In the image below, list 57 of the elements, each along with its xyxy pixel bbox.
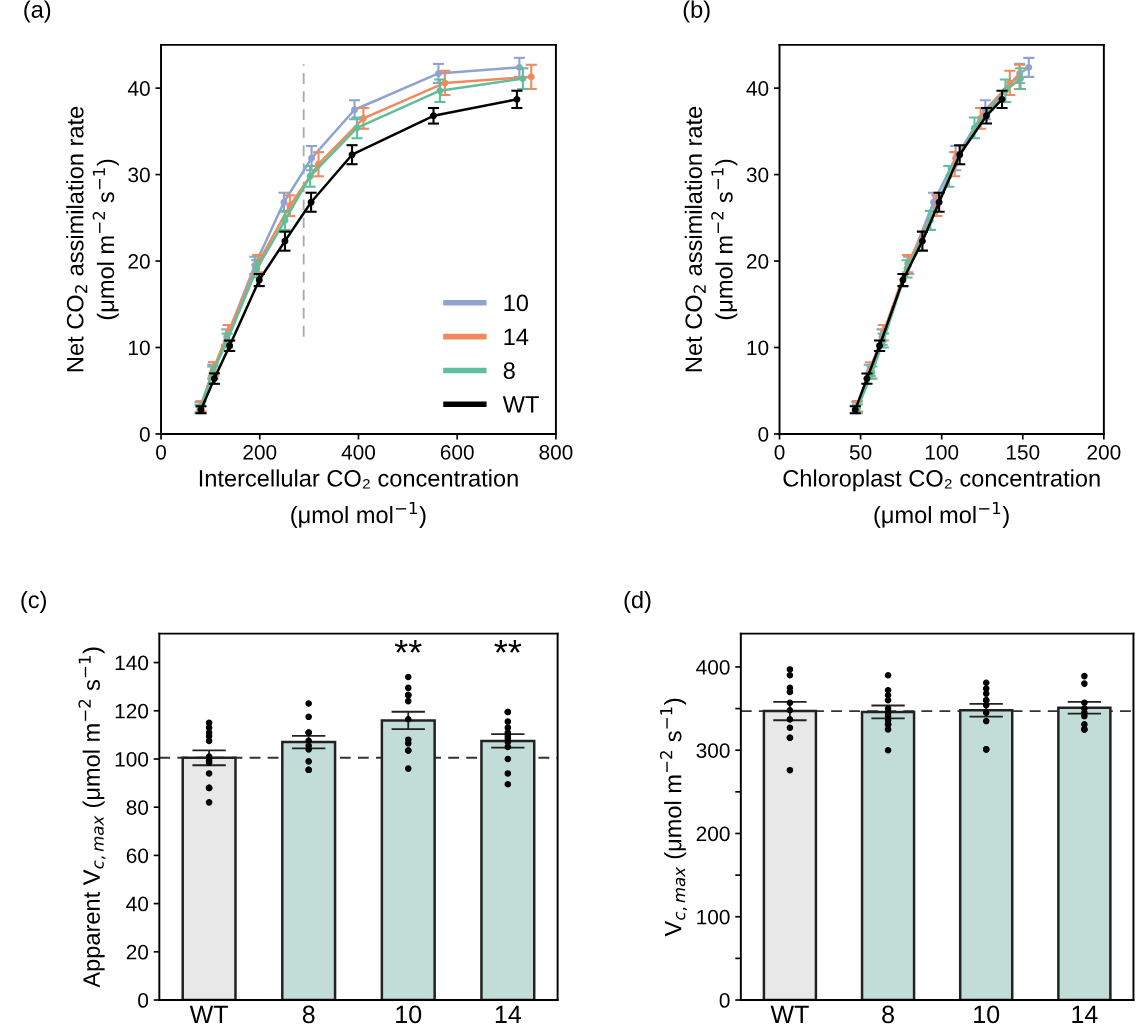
x-tick-label: 50 [849,444,872,460]
x-tick-label: 10 [974,1005,1000,1024]
y-tick-label: 120 [115,703,149,719]
x-tick-label: 150 [1006,444,1040,460]
x-tick-label: 0 [156,444,167,460]
x-tick-label: 14 [1072,1005,1098,1023]
x-tick-label: 8 [302,1005,315,1024]
y-tick-label: 40 [127,81,150,96]
legend-label: 8 [503,362,515,379]
legend-label: WT [502,396,539,413]
x-tick-label: 8 [882,1005,894,1024]
x-tick-label: 800 [539,444,573,460]
x-tick-label: WT [770,1005,809,1023]
y-tick-label: 200 [696,826,730,842]
x-tick-label: 600 [440,444,474,460]
x-tick-label: 200 [243,444,277,460]
legend-label: 14 [504,328,529,345]
y-tick-label: 100 [115,751,149,767]
y-tick-label: 40 [746,81,769,96]
y-axis-title: V$_{c,max}$ (μmol m$^{−2}$ s$^{−1}$) [659,698,688,937]
y-tick-label: 300 [696,743,730,758]
y-tick-label: 30 [128,167,150,183]
x-tick-label: 0 [774,444,785,460]
y-tick-label: 140 [115,655,149,671]
chart-title: (a) [24,0,51,23]
legend-label: 10 [504,294,529,312]
y-tick-label: 20 [746,254,769,269]
y-axis-title: Net CO$_{2}$ assimilation rate (μmol m$^{−2}$ s$^{−1}$) [684,106,738,372]
y-tick-label: 80 [126,800,149,815]
y-tick-label: 0 [138,993,149,1008]
x-axis-title: Intercellular CO₂ concentration (μmol mol$^{−1}$) [199,469,518,528]
y-tick-label: 0 [139,426,150,442]
x-tick-label: WT [189,1005,228,1023]
y-tick-label: 0 [719,993,730,1008]
annotation: ** [494,640,522,653]
x-axis-title: Chloroplast CO₂ concentration (μmol mol$^{−1}$) [783,469,1100,528]
y-tick-label: 30 [746,167,769,183]
y-tick-label: 60 [126,848,149,864]
y-tick-label: 10 [129,340,150,356]
x-tick-label: 400 [341,444,376,460]
y-axis-title: Apparent V$_{c,max}$ (μmol m$^{−2}$ s$^{−1}$) [78,647,106,988]
chart-title: (c) [21,590,46,613]
chart-title: (d) [624,590,651,613]
x-tick-label: 200 [1087,444,1121,460]
x-tick-label: 100 [925,444,959,460]
y-tick-label: 0 [758,426,769,442]
x-tick-label: 14 [495,1005,522,1023]
y-tick-label: 400 [696,659,730,675]
y-axis-title: Net CO$_{2}$ assimilation rate (μmol m$^{−2}$ s$^{−1}$) [66,106,119,372]
y-tick-label: 40 [126,896,149,912]
annotation: ** [394,640,422,653]
y-tick-label: 20 [128,254,150,269]
x-tick-label: 10 [396,1005,422,1024]
y-tick-label: 100 [697,909,730,925]
y-tick-label: 10 [747,340,769,356]
chart-title: (b) [683,0,710,23]
y-tick-label: 20 [126,944,149,960]
